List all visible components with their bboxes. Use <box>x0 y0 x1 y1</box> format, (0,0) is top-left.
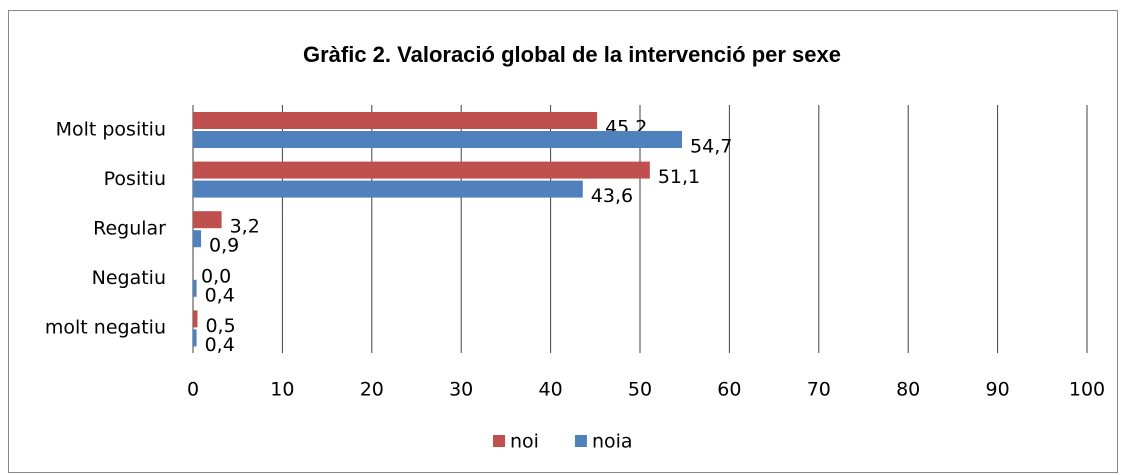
y-tick-label: Molt positiu <box>56 118 166 140</box>
bar <box>193 329 197 347</box>
value-label: 51,1 <box>658 166 700 188</box>
value-label: 0,0 <box>201 265 231 287</box>
value-label: 0,9 <box>209 235 239 257</box>
bar <box>193 161 650 179</box>
value-label: 54,7 <box>690 136 732 158</box>
bar <box>193 112 598 129</box>
x-tick-label: 80 <box>896 379 920 401</box>
value-label: 0,4 <box>205 334 235 356</box>
x-tick-label: 20 <box>360 379 384 401</box>
x-tick-label: 60 <box>717 379 741 401</box>
value-label: 3,2 <box>230 216 260 238</box>
bar <box>193 180 583 198</box>
legend-label: noia <box>592 431 633 453</box>
chart-title: Gràfic 2. Valoració global de la interve… <box>303 42 841 67</box>
y-tick-label: molt negatiu <box>45 317 166 339</box>
bar <box>193 310 198 328</box>
y-tick-label: Positiu <box>104 168 166 190</box>
legend-swatch <box>493 435 505 447</box>
y-tick-label: Regular <box>93 218 166 240</box>
y-tick-label: Negatiu <box>92 267 166 289</box>
x-tick-label: 10 <box>270 379 294 401</box>
x-tick-label: 40 <box>539 379 563 401</box>
chart-border <box>8 10 1118 473</box>
bar <box>193 230 202 248</box>
x-tick-label: 100 <box>1069 379 1105 401</box>
bar <box>193 279 197 297</box>
x-tick-label: 90 <box>986 379 1010 401</box>
value-label: 0,4 <box>205 284 235 306</box>
legend-swatch <box>574 435 587 447</box>
legend-label: noi <box>510 431 539 453</box>
bar <box>193 131 683 148</box>
x-tick-label: 70 <box>807 379 831 401</box>
value-label: 0,5 <box>205 315 235 337</box>
value-label: 43,6 <box>591 185 633 207</box>
x-tick-label: 50 <box>628 379 652 401</box>
x-tick-label: 30 <box>449 379 473 401</box>
bar <box>193 211 222 229</box>
x-tick-label: 0 <box>187 379 199 401</box>
